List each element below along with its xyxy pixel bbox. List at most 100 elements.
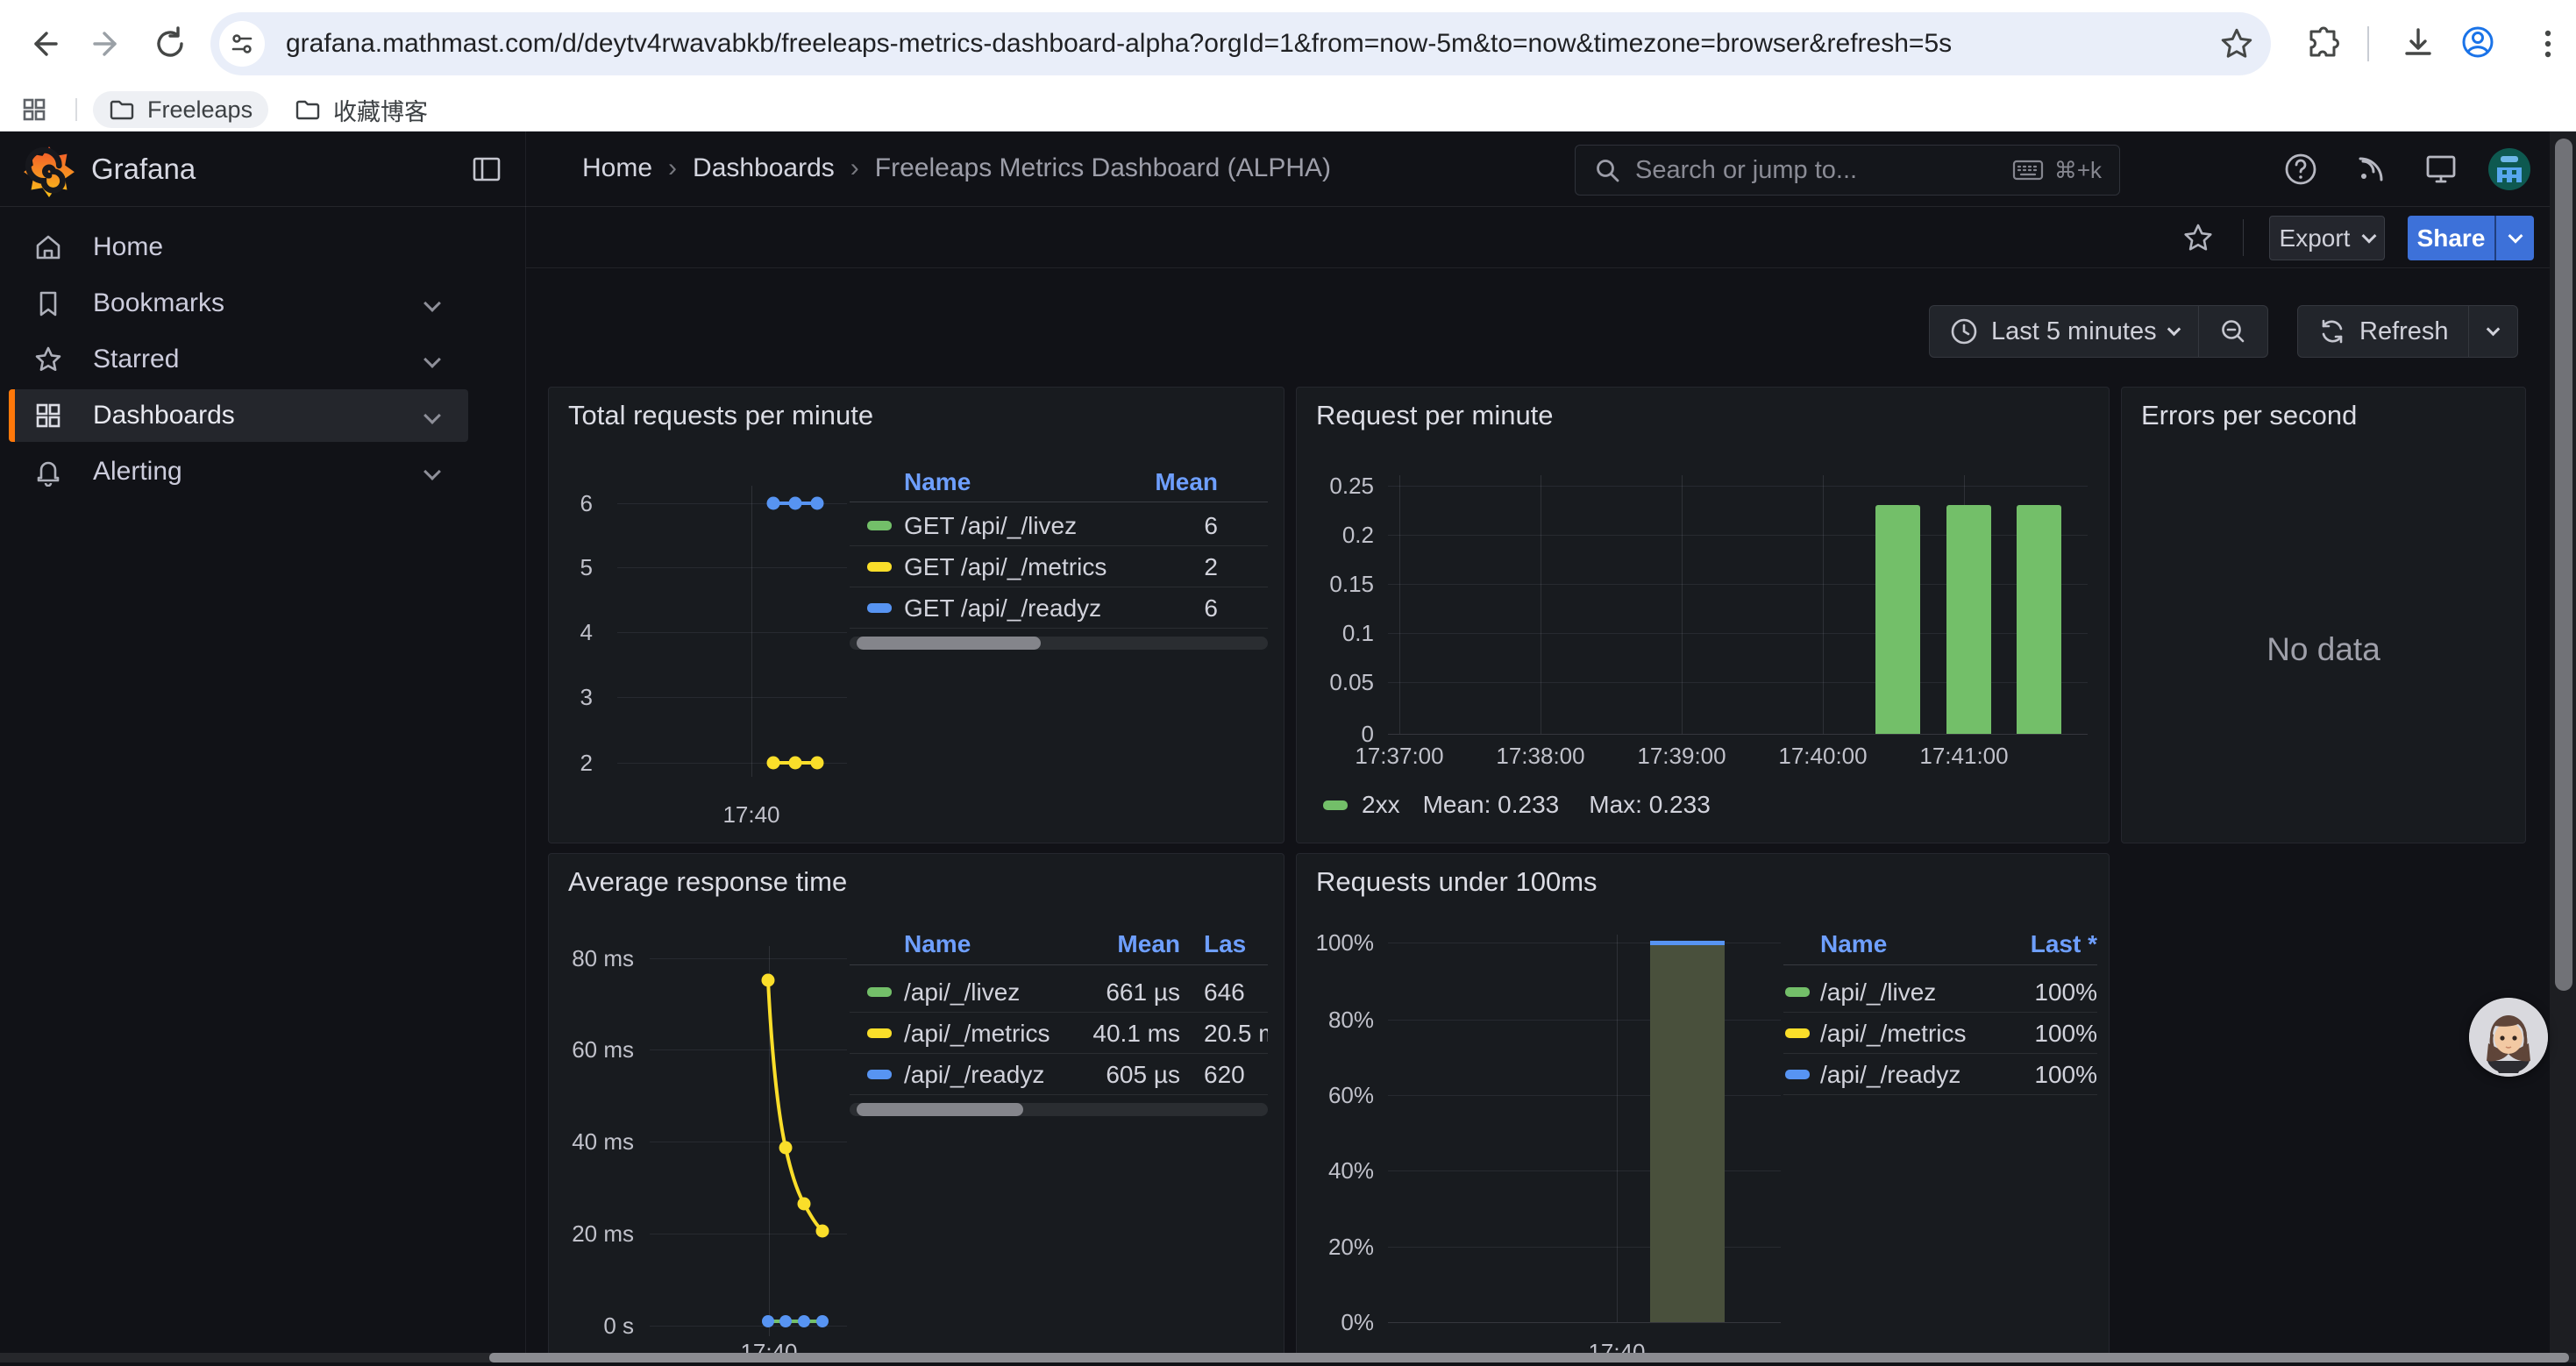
share-menu-button[interactable]: [2494, 216, 2534, 260]
breadcrumb-current: Freeleaps Metrics Dashboard (ALPHA): [874, 153, 1331, 182]
chevron-down-icon: [2486, 322, 2500, 336]
legend-header-last[interactable]: Last *: [2030, 930, 2097, 957]
series-color-chip[interactable]: [1785, 1028, 1810, 1038]
url-bar[interactable]: [210, 12, 2373, 75]
breadcrumb: Home › Dashboards › Freeleaps Metrics Da…: [582, 153, 1331, 183]
legend-series-name[interactable]: /api/_/metrics: [904, 1020, 1050, 1047]
legend-series-name[interactable]: GET /api/_/metrics: [904, 553, 1107, 580]
legend-scrollbar[interactable]: [850, 637, 1268, 650]
dashboards-icon: [33, 401, 63, 430]
series-color-chip[interactable]: [1785, 1070, 1810, 1079]
favorite-star-icon[interactable]: [2181, 221, 2215, 254]
panel-title[interactable]: Errors per second: [2141, 400, 2358, 430]
chevron-down-icon[interactable]: [423, 351, 441, 368]
forward-icon[interactable]: [88, 25, 126, 63]
search-input[interactable]: [1635, 155, 2012, 185]
bookmark-label: 收藏博客: [333, 98, 428, 125]
panel-title[interactable]: Total requests per minute: [568, 400, 874, 430]
series-color-chip[interactable]: [867, 521, 892, 530]
apps-grid-icon[interactable]: [21, 96, 47, 123]
line-chart[interactable]: [617, 475, 847, 782]
breadcrumb-dashboards[interactable]: Dashboards: [693, 153, 835, 182]
series-color-chip[interactable]: [867, 562, 892, 572]
legend-series-name[interactable]: GET /api/_/livez: [904, 512, 1078, 539]
back-icon[interactable]: [25, 25, 63, 63]
zoom-out-button[interactable]: [2199, 306, 2267, 357]
horizontal-scrollbar-thumb[interactable]: [489, 1353, 2569, 1362]
collapse-sidebar-icon[interactable]: [470, 153, 503, 186]
brand-title[interactable]: Grafana: [91, 153, 196, 185]
chevron-down-icon[interactable]: [423, 295, 441, 312]
legend-series-name[interactable]: /api/_/readyz: [904, 1061, 1045, 1088]
legend-header-name[interactable]: Name: [904, 930, 971, 957]
legend-header-last[interactable]: Las: [1204, 930, 1247, 957]
x-axis-tick: 17:38:00: [1496, 743, 1585, 769]
user-avatar[interactable]: [2488, 148, 2530, 190]
reload-icon[interactable]: [151, 25, 189, 63]
legend-series-name[interactable]: /api/_/livez: [1820, 978, 1937, 1006]
series-color-chip[interactable]: [867, 1028, 892, 1038]
chevron-down-icon[interactable]: [423, 407, 441, 424]
series-color-chip[interactable]: [867, 1070, 892, 1079]
panel-title[interactable]: Average response time: [568, 866, 848, 897]
monitor-icon[interactable]: [2422, 150, 2460, 189]
extensions-icon[interactable]: [2304, 25, 2343, 63]
panel-title[interactable]: Request per minute: [1316, 400, 1554, 430]
time-range-picker[interactable]: Last 5 minutes: [1930, 306, 2198, 357]
grafana-logo-icon[interactable]: [23, 142, 75, 198]
x-axis-tick: 17:37:00: [1355, 743, 1444, 769]
y-axis-tick: 0.05: [1329, 669, 1374, 695]
legend-header-mean[interactable]: Mean: [1155, 468, 1218, 495]
refresh-label: Refresh: [2359, 317, 2449, 345]
search-box[interactable]: ⌘+k: [1575, 145, 2120, 196]
floating-assistant-avatar[interactable]: [2469, 998, 2548, 1077]
grafana-page: Grafana Home Bookmarks Starred: [0, 132, 2576, 1365]
browser-menu-icon[interactable]: [2529, 25, 2567, 63]
panel-title[interactable]: Requests under 100ms: [1316, 866, 1598, 897]
legend-scrollbar[interactable]: [850, 1103, 1268, 1116]
legend-header-name[interactable]: Name: [904, 468, 971, 495]
series-color-chip[interactable]: [867, 603, 892, 613]
legend-mean-value: 605 µs: [1106, 1061, 1180, 1088]
breadcrumb-separator: ›: [668, 153, 678, 182]
profile-icon[interactable]: [2459, 23, 2497, 61]
y-axis-tick: 80 ms: [572, 945, 634, 971]
sidebar-item-alerting[interactable]: Alerting: [9, 445, 468, 498]
sidebar-item-bookmarks[interactable]: Bookmarks: [9, 277, 468, 330]
breadcrumb-home[interactable]: Home: [582, 153, 653, 182]
bookmark-star-icon[interactable]: [2218, 25, 2255, 62]
sidebar-item-label: Home: [93, 232, 164, 261]
refresh-interval-button[interactable]: [2469, 306, 2517, 357]
sidebar-item-starred[interactable]: Starred: [9, 333, 468, 386]
refresh-button[interactable]: Refresh: [2298, 306, 2468, 357]
url-input[interactable]: [286, 12, 2373, 75]
sidebar-item-dashboards[interactable]: Dashboards: [9, 389, 468, 442]
vertical-scrollbar-thumb[interactable]: [2555, 139, 2572, 991]
panel-total-requests: Total requests per minute 6 5 4 3 2 17:4…: [548, 387, 1284, 843]
news-rss-icon[interactable]: [2352, 150, 2390, 189]
legend-header-name[interactable]: Name: [1820, 930, 1888, 957]
series-color-chip[interactable]: [1785, 987, 1810, 997]
sidebar-item-label: Starred: [93, 345, 180, 374]
chevron-down-icon[interactable]: [423, 463, 441, 480]
export-button[interactable]: Export: [2269, 216, 2385, 260]
download-icon[interactable]: [2399, 25, 2437, 63]
help-icon[interactable]: [2281, 150, 2320, 189]
legend-series-name[interactable]: /api/_/readyz: [1820, 1061, 1961, 1088]
bookmark-folder-blogs[interactable]: 收藏博客: [279, 91, 444, 128]
legend-series-name[interactable]: /api/_/livez: [904, 978, 1021, 1006]
bookmark-folder-freeleaps[interactable]: Freeleaps: [93, 91, 269, 128]
share-button[interactable]: Share: [2408, 216, 2494, 260]
legend-series-name[interactable]: /api/_/metrics: [1820, 1020, 1967, 1047]
line-chart[interactable]: [650, 946, 847, 1336]
y-axis-tick: 20%: [1327, 1234, 1374, 1260]
legend-header-mean[interactable]: Mean: [1117, 930, 1180, 957]
legend-series-name[interactable]: 2xx: [1362, 791, 1400, 818]
series-color-chip[interactable]: [867, 987, 892, 997]
site-settings-icon[interactable]: [219, 21, 265, 67]
bookmarks-divider: [75, 98, 77, 121]
legend-series-name[interactable]: GET /api/_/readyz: [904, 594, 1102, 622]
sidebar-item-home[interactable]: Home: [9, 221, 468, 274]
series-color-chip[interactable]: [1323, 800, 1348, 810]
y-axis-tick: 80%: [1327, 1007, 1374, 1033]
